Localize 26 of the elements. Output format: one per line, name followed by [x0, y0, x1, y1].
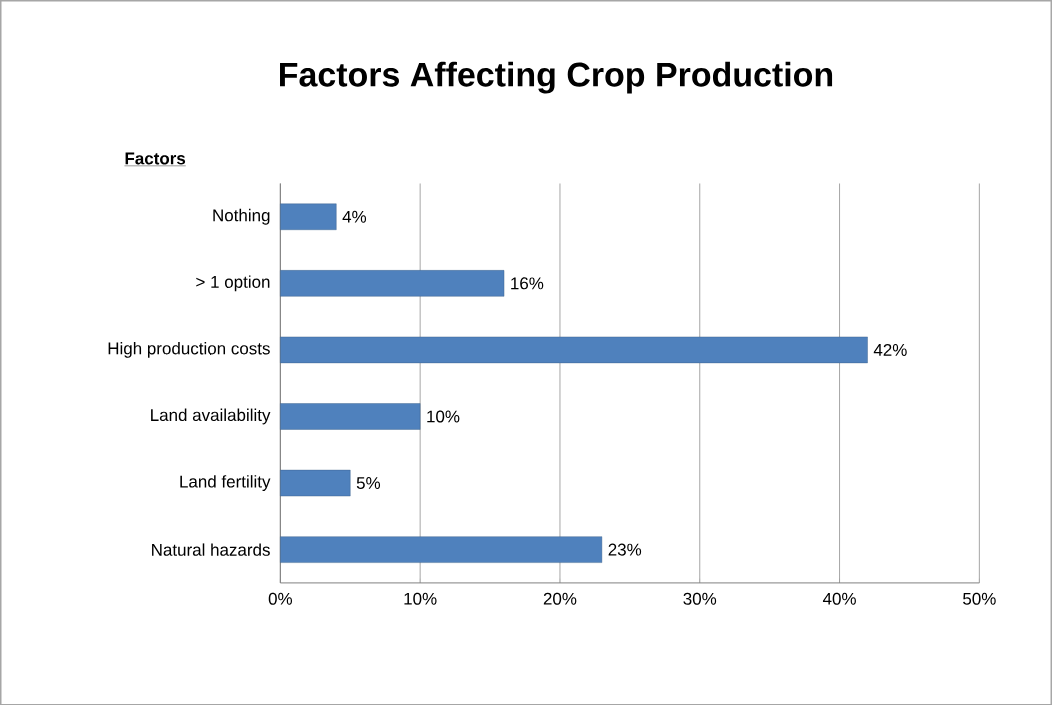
- x-tick-label: 30%: [683, 592, 717, 605]
- y-tick-label: Land availability: [151, 408, 271, 425]
- bar: [280, 536, 603, 563]
- data-label: 10%: [427, 410, 460, 423]
- x-tick-label: 40%: [822, 592, 856, 605]
- y-tick-label: High production costs: [108, 341, 270, 358]
- x-tick-label: 0%: [268, 592, 293, 605]
- x-tick-label: 10%: [404, 592, 437, 605]
- y-axis-title: Factors: [125, 152, 186, 165]
- bar: [280, 203, 337, 230]
- y-tick-label: > 1 option: [196, 275, 270, 292]
- x-tick-label: 20%: [543, 592, 577, 605]
- data-label: 23%: [608, 543, 642, 556]
- bar: [280, 269, 505, 297]
- chart-title: Factors Affecting Crop Production: [280, 61, 833, 94]
- data-label: 42%: [873, 343, 907, 356]
- x-tick-label: 50%: [963, 592, 996, 605]
- data-label: 4%: [342, 210, 367, 223]
- y-tick-label: Nothing: [213, 208, 270, 225]
- bar: [280, 403, 421, 430]
- data-label: 16%: [511, 277, 544, 290]
- bar: [280, 469, 351, 497]
- y-tick-label: Land fertility: [180, 474, 271, 491]
- data-label: 5%: [356, 476, 381, 489]
- bar: [280, 336, 868, 363]
- y-tick-label: Natural hazards: [152, 543, 270, 556]
